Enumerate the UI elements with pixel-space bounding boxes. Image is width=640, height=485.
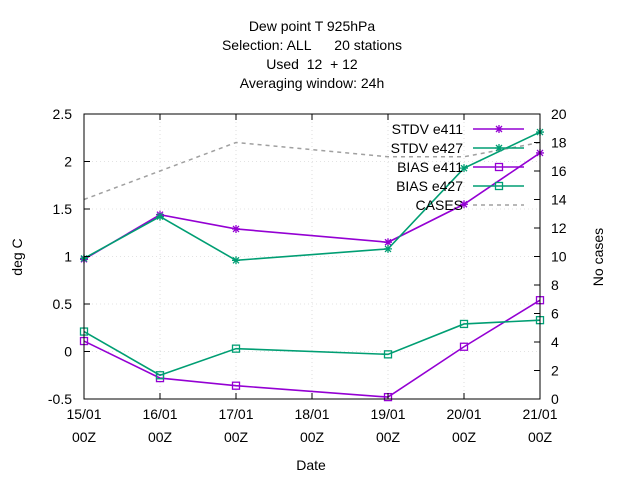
x-tick-label-date: 18/01 xyxy=(294,406,329,422)
x-tick-label-date: 17/01 xyxy=(218,406,253,422)
data-point xyxy=(384,238,392,247)
legend: STDV e411 STDV e427 BIAS e411 BIAS e427 CASE… xyxy=(391,121,524,213)
x-tick-label-date: 21/01 xyxy=(522,406,557,422)
data-point xyxy=(156,212,164,221)
legend-label: BIAS e427 xyxy=(396,178,463,194)
data-point xyxy=(459,319,469,329)
y2-tick-label: 8 xyxy=(551,277,559,293)
y-tick-label: 1 xyxy=(64,249,72,265)
legend-label: CASES xyxy=(416,197,463,213)
data-point xyxy=(495,125,503,133)
data-point xyxy=(155,371,165,380)
series-line xyxy=(83,299,541,398)
y2-tick-label: 16 xyxy=(551,163,567,179)
data-point xyxy=(231,381,241,390)
y-tick-label: 0.5 xyxy=(53,296,73,312)
series-line xyxy=(83,141,541,201)
data-point xyxy=(232,256,240,265)
data-point xyxy=(232,224,240,233)
data-point xyxy=(494,162,504,172)
x-tick-label-time: 00Z xyxy=(452,429,477,445)
y-tick-label: -0.5 xyxy=(48,391,72,407)
y2-tick-label: 18 xyxy=(551,135,567,151)
x-tick-label-time: 00Z xyxy=(376,429,401,445)
y-tick-label: 2.5 xyxy=(53,106,73,122)
data-point xyxy=(460,200,468,209)
series-line xyxy=(83,152,541,261)
y-tick-label: 0 xyxy=(64,344,72,360)
data-point xyxy=(495,144,503,152)
y-axis-label: deg C xyxy=(9,238,25,275)
data-point xyxy=(494,181,504,191)
y2-tick-label: 2 xyxy=(551,363,559,379)
legend-label: STDV e427 xyxy=(391,140,464,156)
y-tick-label: 2 xyxy=(64,154,72,170)
title-line: Dew point T 925hPa xyxy=(249,18,376,34)
y2-tick-label: 6 xyxy=(551,306,559,322)
y2-tick-label: 0 xyxy=(551,391,559,407)
y2-tick-label: 14 xyxy=(551,192,567,208)
data-point xyxy=(231,344,241,353)
series-line xyxy=(83,131,541,262)
legend-label: STDV e411 xyxy=(392,121,464,137)
y2-tick-label: 4 xyxy=(551,334,559,350)
x-tick-label-date: 19/01 xyxy=(370,406,405,422)
x-axis-label: Date xyxy=(296,457,326,473)
title-line: Averaging window: 24h xyxy=(240,75,385,91)
series-line xyxy=(83,319,541,377)
title-line: Used 12 + 12 xyxy=(266,56,358,72)
x-tick-label-time: 00Z xyxy=(224,429,249,445)
data-point xyxy=(459,342,469,351)
y2-tick-label: 10 xyxy=(551,249,567,265)
x-tick-label-date: 20/01 xyxy=(446,406,481,422)
y2-tick-label: 20 xyxy=(551,106,567,122)
title-line: Selection: ALL 20 stations xyxy=(222,37,402,53)
y2-tick-label: 12 xyxy=(551,220,567,236)
data-point xyxy=(383,350,393,359)
legend-label: BIAS e411 xyxy=(397,159,463,175)
x-tick-label-date: 16/01 xyxy=(142,406,177,422)
x-tick-label-time: 00Z xyxy=(528,429,553,445)
x-tick-label-date: 15/01 xyxy=(66,406,101,422)
data-point xyxy=(384,244,392,253)
x-tick-label-time: 00Z xyxy=(148,429,173,445)
y-tick-label: 1.5 xyxy=(53,201,73,217)
axes-ticks: 15/01 00Z 16/01 00Z 17/01 00Z 18/01 00Z 19/01 00Z… xyxy=(48,106,567,445)
y2-axis-label: No cases xyxy=(590,228,606,286)
chart-title: Dew point T 925hPa Selection: ALL 20 stat… xyxy=(222,18,402,91)
data-point xyxy=(460,164,468,173)
x-tick-label-time: 00Z xyxy=(72,429,97,445)
x-tick-label-time: 00Z xyxy=(300,429,325,445)
series-cases xyxy=(83,141,541,201)
